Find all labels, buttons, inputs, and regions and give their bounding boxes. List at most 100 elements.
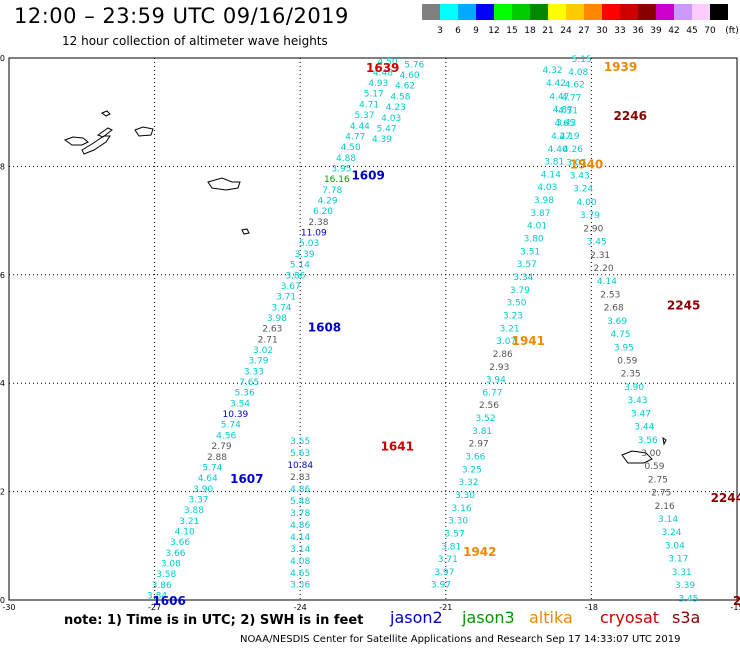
swh-value: 3.80 [524,235,544,245]
legend-s3a: s3a [672,608,701,627]
swh-value: 2.75 [648,475,668,485]
scale-swatch [620,4,638,20]
swh-value: 4.77 [561,93,581,103]
scale-label: 39 [650,26,662,36]
map-subtitle: 12 hour collection of altimeter wave hei… [62,34,328,48]
swh-value: 2.53 [600,290,620,300]
swh-value: 4.62 [565,81,585,91]
swh-value: 3.87 [530,209,550,219]
pass-time-label: 1607 [230,472,263,486]
swh-value: 4.27 [551,132,571,142]
swh-value: 3.43 [556,119,576,129]
swh-value: 3.81 [544,158,564,168]
lat-tick-label: 36 [0,271,5,280]
swh-value: 4.88 [336,154,356,164]
swh-value: 3.02 [253,346,273,356]
swh-value: 3.08 [161,560,181,570]
swh-value: 3.04 [665,541,685,551]
scale-swatch [710,4,728,20]
lat-tick-label: 30 [0,596,5,605]
swh-value: 4.10 [175,528,195,538]
swh-value: 3.88 [184,506,204,516]
swh-value: 3.81 [441,542,461,552]
swh-value: 5.03 [299,239,319,249]
swh-value: 2.63 [262,325,282,335]
scale-label: 33 [614,26,626,36]
swh-value: 2.93 [489,363,509,373]
swh-value: 3.39 [295,250,315,260]
legend-cryosat: cryosat [600,608,660,627]
lon-tick-label: -15 [730,603,740,612]
swh-value: 2.56 [479,401,499,411]
swh-value: 3.66 [465,453,485,463]
swh-value: 10.84 [287,461,313,471]
swh-value: 3.07 [496,337,516,347]
swh-value: 3.69 [607,317,627,327]
island-outline [621,450,653,464]
scale-label: 24 [560,26,572,36]
scale-swatch [458,4,476,20]
swh-value: 3.34 [513,273,533,283]
swh-value: 5.63 [290,449,310,459]
swh-value: 3.31 [672,568,692,578]
swh-value: 2.75 [651,489,671,499]
swh-value: 4.19 [560,132,580,142]
scale-swatch [566,4,584,20]
swh-value: 3.71 [438,555,458,565]
swh-value: 6.20 [313,207,333,217]
lat-tick-label: 40 [0,54,5,63]
swh-value: 3.14 [290,545,310,555]
swh-value: 3.86 [285,271,305,281]
swh-value: 3.98 [267,314,287,324]
pass-time-label: 2245 [667,299,700,313]
swh-value: 3.95 [331,164,351,174]
swh-value: 3.14 [658,515,678,525]
swh-value: 3.24 [573,185,593,195]
swh-value: 3.00 [641,449,661,459]
swh-value: 5.74 [202,463,222,473]
swh-value: 3.23 [503,311,523,321]
swh-value: 7.78 [322,186,342,196]
swh-value: 3.97 [434,568,454,578]
swh-value: 4.32 [543,66,563,76]
scale-swatch [584,4,602,20]
swh-value: 2.97 [469,440,489,450]
swh-value: 3.25 [462,465,482,475]
swh-value: 4.03 [381,114,401,124]
swh-value: 3.30 [448,517,468,527]
swh-value: 4.26 [563,145,583,155]
scale-label: 9 [473,26,479,36]
scale-swatch [692,4,710,20]
swh-value: 3.50 [506,299,526,309]
swh-value: 4.51 [558,106,578,116]
swh-value: 4.77 [345,132,365,142]
swh-value: 5.47 [377,124,397,134]
swh-value: 2.38 [308,218,328,228]
pass-time-label: 1606 [152,594,185,608]
scale-label: 6 [455,26,461,36]
scale-label: 30 [596,26,608,36]
swh-value: 0.59 [644,462,664,472]
swh-value: 4.14 [290,533,310,543]
swh-value: 10.39 [223,410,249,420]
swh-value: 4.42 [546,79,566,89]
scale-label: 15 [506,26,518,36]
island-outline [207,177,241,191]
scale-swatch [602,4,620,20]
swh-value: 3.81 [472,427,492,437]
swh-value: 2.83 [290,473,310,483]
lon-tick-label: -27 [148,603,161,612]
scale-swatch [530,4,548,20]
swh-value: 4.86 [290,521,310,531]
scale-label: 27 [578,26,590,36]
swh-value: 7.65 [239,378,259,388]
map-frame [8,57,738,601]
swh-value: 4.08 [290,557,310,567]
scale-swatch [494,4,512,20]
scale-swatch [512,4,530,20]
swh-value: 2.90 [583,224,603,234]
swh-value: 5.74 [221,421,241,431]
swh-value: 3.94 [486,376,506,386]
swh-value: 2.20 [594,264,614,274]
swh-value: 2.68 [604,304,624,314]
